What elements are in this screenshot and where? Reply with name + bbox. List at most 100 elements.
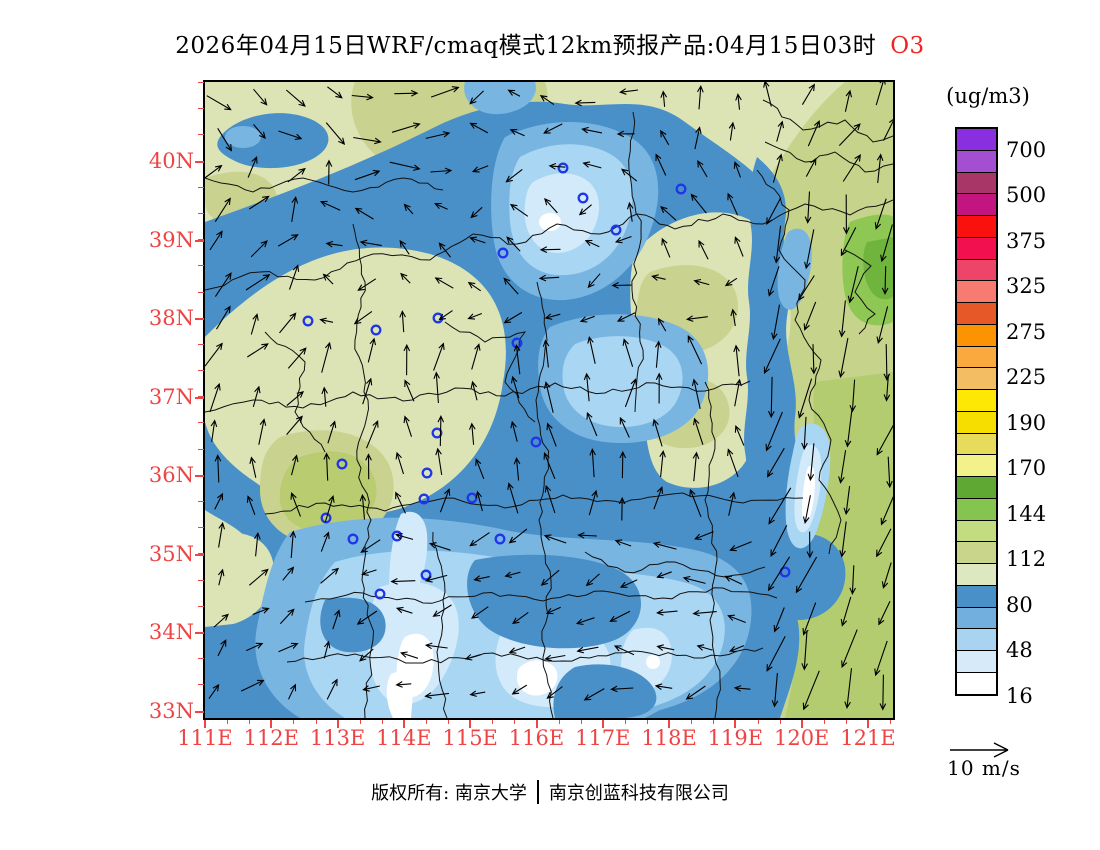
wind-arrow (356, 610, 378, 625)
city-marker (370, 324, 382, 336)
wind-arrow (325, 240, 343, 248)
lon-minor-tick (624, 720, 626, 724)
wind-arrow (286, 415, 303, 435)
wind-arrow (685, 315, 708, 322)
wind-arrow (277, 234, 299, 247)
lat-minor-tick (198, 370, 204, 372)
lat-minor-tick (198, 501, 204, 503)
wind-arrow (467, 281, 482, 292)
wind-arrow (395, 606, 413, 614)
lat-minor-tick (198, 108, 204, 110)
wind-arrow (214, 197, 231, 222)
colorbar-label: 325 (1006, 274, 1047, 299)
wind-arrow (544, 313, 561, 320)
lon-minor-tick (227, 720, 229, 724)
lat-tick-label: 36N (148, 463, 194, 488)
lat-tick-label: 35N (148, 541, 194, 566)
wind-arrow (588, 489, 598, 516)
city-marker (530, 436, 542, 448)
lon-major-tick (402, 720, 405, 728)
wind-arrow (651, 274, 666, 281)
colorbar-label: 275 (1006, 319, 1047, 344)
wind-arrow (694, 531, 714, 540)
lat-minor-tick (198, 710, 204, 712)
wind-arrow (841, 629, 858, 669)
wind-arrow (286, 390, 305, 407)
wind-arrow (247, 156, 258, 178)
wind-arrow (253, 124, 266, 140)
wind-arrow (734, 425, 745, 446)
wind-arrow (546, 686, 563, 699)
colorbar-cell (956, 215, 997, 238)
city-marker (302, 315, 314, 327)
wind-arrow (214, 454, 222, 483)
wind-arrow (801, 630, 808, 671)
wind-arrow (766, 197, 782, 226)
city-marker (336, 458, 348, 470)
lon-minor-tick (580, 720, 582, 724)
wind-arrow (843, 485, 851, 516)
lon-minor-tick (448, 720, 450, 724)
wind-arrow (218, 521, 226, 548)
lat-minor-tick (198, 684, 204, 686)
copyright-footer: 版权所有: 南京大学 南京创蓝科技有限公司 (0, 779, 1100, 808)
wind-arrow (278, 642, 299, 653)
wind-arrow (692, 609, 717, 617)
lat-minor-tick (198, 82, 204, 83)
wind-arrow (767, 556, 791, 592)
lon-minor-tick (558, 720, 560, 724)
lon-minor-tick (205, 720, 206, 724)
wind-arrow (875, 82, 886, 106)
lon-tick-label: 111E (177, 726, 233, 750)
wind-arrow (208, 683, 220, 699)
lon-minor-tick (470, 720, 472, 724)
wind-arrow (325, 159, 333, 185)
colorbar-label: 112 (1006, 547, 1047, 572)
lat-tick-label: 34N (148, 620, 194, 645)
wind-arrow (323, 452, 331, 481)
wind-arrow (424, 642, 448, 650)
wind-arrow (583, 688, 605, 701)
colorbar-cell (956, 563, 997, 586)
lat-minor-tick (198, 134, 204, 136)
wind-arrow (849, 565, 856, 595)
wind-arrow (693, 278, 710, 286)
wind-arrow (767, 266, 780, 297)
wind-arrow (319, 317, 334, 325)
wind-arrow (660, 90, 668, 107)
wind-arrow (395, 451, 405, 475)
wind-arrow (618, 496, 626, 521)
wind-arrow (351, 93, 374, 101)
wind-arrow (734, 378, 742, 407)
wind-arrow (849, 379, 857, 413)
wind-arrow (214, 492, 224, 510)
wind-arrow (433, 371, 440, 404)
city-marker (347, 533, 359, 545)
wind-arrow (771, 304, 781, 341)
lon-minor-tick (381, 720, 383, 724)
wind-arrow (214, 272, 232, 297)
wind-arrow (839, 521, 847, 558)
lat-minor-tick (198, 448, 204, 450)
lat-minor-tick (198, 422, 204, 424)
wind-arrow (804, 191, 812, 224)
wind-arrow (616, 312, 636, 322)
lat-major-tick (195, 553, 204, 556)
colorbar-cell (956, 519, 997, 543)
wind-arrow (733, 685, 751, 692)
wind-arrow (469, 532, 490, 547)
wind-arrow (619, 416, 630, 438)
wind-arrow (287, 167, 306, 183)
lon-minor-tick (602, 720, 604, 724)
wind-arrow (353, 310, 373, 325)
lon-minor-tick (359, 720, 361, 724)
wind-arrow (510, 420, 518, 442)
city-marker (610, 224, 622, 236)
lon-tick-label: 114E (376, 726, 432, 750)
wind-arrow (843, 194, 850, 235)
city-marker (577, 192, 589, 204)
lat-minor-tick (198, 527, 204, 529)
wind-arrow (205, 164, 223, 179)
wind-arrow (766, 447, 785, 478)
lat-major-tick (195, 318, 204, 321)
